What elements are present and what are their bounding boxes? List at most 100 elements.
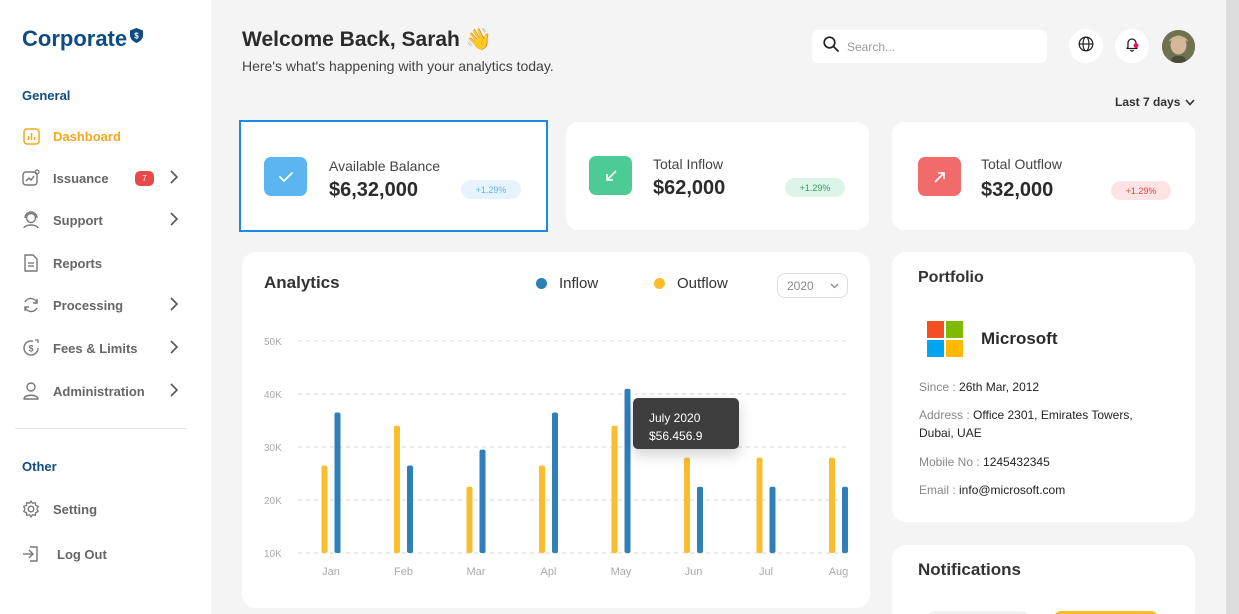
chevron-down-icon [1185, 98, 1195, 106]
outflow-bar[interactable] [756, 457, 763, 553]
chevron-down-icon [830, 283, 839, 289]
legend-label: Inflow [559, 275, 599, 292]
search-box[interactable] [812, 30, 1047, 63]
portfolio-title: Portfolio [918, 269, 984, 286]
sidebar-item-dashboard[interactable]: Dashboard [22, 124, 182, 148]
x-tick-label: Aug [829, 566, 849, 578]
field-label: Since : [919, 380, 960, 394]
sidebar-item-label: Administration [53, 383, 145, 399]
inflow-bar[interactable] [334, 412, 341, 553]
sidebar-item-administration[interactable]: Administration [22, 379, 182, 403]
stat-value: $32,000 [981, 179, 1054, 201]
y-tick-label: 10K [264, 549, 282, 560]
x-tick-label: Feb [394, 566, 413, 578]
general-section-label: General [22, 88, 71, 103]
year-select[interactable]: 2020 [777, 273, 848, 298]
field-label: Address : [919, 408, 974, 422]
sidebar-item-label: Setting [53, 501, 98, 517]
stat-change-badge: +1.29% [785, 178, 845, 197]
total-outflow-card[interactable]: Total Outflow $32,000 +1.29% [892, 122, 1195, 230]
chevron-right-icon [170, 383, 179, 400]
sidebar-item-setting[interactable]: Setting [22, 497, 182, 521]
inflow-bar[interactable] [624, 388, 631, 553]
arrow-down-left-icon [589, 156, 632, 195]
brand-logo[interactable]: Corporate $ [22, 26, 144, 52]
sidebar-item-label: Reports [53, 255, 103, 271]
page-scrollbar[interactable] [1226, 0, 1239, 614]
chart-icon [22, 127, 40, 145]
sidebar-item-label: Processing [53, 297, 124, 313]
inflow-bar[interactable] [769, 486, 776, 553]
available-balance-card[interactable]: Available Balance $6,32,000 +1.29% [239, 120, 548, 232]
sidebar-item-support[interactable]: Support [22, 208, 182, 232]
inflow-bar[interactable] [479, 449, 486, 553]
brand-name: Corporate [22, 26, 128, 51]
user-icon [22, 382, 40, 400]
sidebar-item-issuance[interactable]: Issuance 7 [22, 166, 182, 190]
notification-chip-active[interactable] [1054, 611, 1158, 614]
sidebar-item-label: Fees & Limits [53, 340, 138, 356]
chevron-right-icon [170, 212, 179, 229]
field-value: 26th Mar, 2012 [959, 380, 1040, 394]
inflow-bar[interactable] [697, 486, 703, 553]
sidebar-item-reports[interactable]: Reports [22, 251, 182, 275]
outflow-bar[interactable] [321, 465, 328, 553]
microsoft-logo-icon [927, 321, 963, 357]
inflow-bar[interactable] [552, 412, 558, 553]
notifications-title: Notifications [918, 560, 1021, 579]
date-range-select[interactable]: Last 7 days [1115, 95, 1195, 109]
chart-tooltip: July 2020 $56.456.9 [633, 398, 739, 449]
legend-inflow: Inflow [536, 275, 598, 292]
document-icon [22, 254, 40, 272]
sidebar-divider [15, 428, 187, 429]
outflow-bar[interactable] [611, 425, 618, 553]
company-name: Microsoft [981, 329, 1058, 348]
issuance-icon [22, 169, 40, 187]
field-value: 1245432345 [983, 455, 1050, 469]
outflow-bar[interactable] [539, 465, 545, 553]
search-icon [823, 36, 839, 57]
stat-label: Total Inflow [653, 156, 724, 172]
x-tick-label: Jul [759, 566, 773, 578]
stat-label: Total Outflow [981, 156, 1062, 172]
sidebar-item-label: Support [53, 212, 103, 228]
outflow-bar[interactable] [394, 425, 400, 553]
sidebar-item-logout[interactable]: Log Out [22, 542, 182, 566]
svg-text:$: $ [134, 32, 139, 41]
logout-icon [22, 545, 40, 563]
analytics-title: Analytics [264, 273, 340, 292]
legend-dot [654, 278, 665, 289]
sidebar-item-fees-limits[interactable]: $ Fees & Limits [22, 336, 182, 360]
y-tick-label: 20K [264, 496, 282, 507]
notifications-button[interactable] [1115, 29, 1149, 63]
sidebar-item-processing[interactable]: Processing [22, 293, 182, 317]
x-tick-label: Jan [322, 566, 340, 578]
outflow-bar[interactable] [466, 486, 473, 553]
portfolio-card: Portfolio Microsoft Since : 26th Mar, 20… [892, 252, 1195, 522]
analytics-bar-chart: 10K 20K 30K 40K 50K Jan Feb Mar Apl May Jun Jul Aug [264, 337, 849, 578]
gear-icon [22, 500, 40, 518]
sidebar-item-label: Dashboard [53, 128, 121, 144]
arrow-up-right-icon [918, 157, 961, 196]
page-subtitle: Here's what's happening with your analyt… [242, 58, 554, 74]
analytics-card: 10K 20K 30K 40K 50K Jan Feb Mar Apl May Jun Jul Aug … [242, 252, 870, 608]
inflow-bar[interactable] [407, 465, 413, 553]
portfolio-since: Since : 26th Mar, 2012 [919, 378, 1139, 396]
stat-change-badge: +1.29% [1111, 181, 1171, 200]
page-title: Welcome Back, Sarah 👋 [242, 28, 492, 51]
outflow-bar[interactable] [684, 457, 690, 553]
outflow-bar[interactable] [829, 457, 835, 553]
stat-value: $62,000 [653, 177, 726, 199]
search-input[interactable] [847, 39, 1027, 54]
chevron-right-icon [170, 297, 179, 314]
portfolio-email: Email : info@microsoft.com [919, 481, 1139, 499]
language-button[interactable] [1069, 29, 1103, 63]
inflow-bar[interactable] [842, 486, 848, 553]
total-inflow-card[interactable]: Total Inflow $62,000 +1.29% [566, 122, 869, 230]
avatar[interactable] [1162, 30, 1195, 63]
tooltip-title: July 2020 [649, 411, 701, 425]
notification-chip[interactable] [928, 611, 1028, 614]
globe-icon [1078, 36, 1094, 57]
field-label: Email : [919, 483, 960, 497]
x-tick-label: Mar [467, 566, 486, 578]
